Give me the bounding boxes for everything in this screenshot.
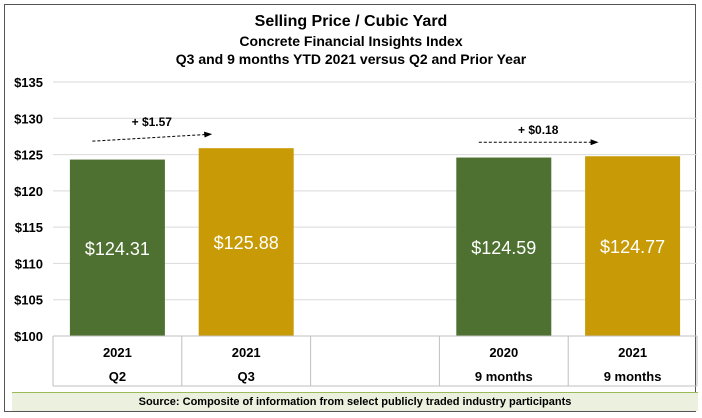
x-category-period: Q2 [109, 369, 126, 384]
bar [585, 156, 681, 336]
annotations: + $1.57 + $0.18 [92, 115, 599, 146]
y-axis: $100 $105 $110 $115 $120 $125 $130 $135 [14, 75, 43, 344]
y-tick-label: $125 [14, 148, 43, 163]
x-category-period: 9 months [604, 369, 662, 384]
bar [198, 148, 294, 336]
bar-series: $124.31 $125.88 $124.59 $124.77 [69, 148, 681, 336]
y-tick-label: $135 [14, 75, 43, 90]
y-tick-label: $120 [14, 184, 43, 199]
x-axis-table: 2021 Q2 2021 Q3 2020 9 months 2021 9 months [52, 335, 698, 387]
x-category-period: 9 months [475, 369, 533, 384]
chart-title: Selling Price / Cubic Yard [254, 13, 448, 30]
data-label: $125.88 [214, 233, 279, 253]
change-label: + $1.57 [132, 115, 173, 129]
x-category-year: 2020 [489, 345, 518, 360]
x-category-year: 2021 [618, 345, 647, 360]
data-label: $124.59 [471, 238, 536, 258]
change-arrow [92, 131, 213, 142]
source-note: Source: Composite of information from se… [12, 392, 698, 411]
change-label: + $0.18 [518, 123, 559, 137]
chart-subtitle: Concrete Financial Insights Index [239, 33, 463, 49]
x-category-year: 2021 [232, 345, 261, 360]
bar [69, 159, 165, 336]
y-tick-label: $105 [14, 293, 43, 308]
y-tick-label: $100 [14, 329, 43, 344]
bar-chart: $100 $105 $110 $115 $120 $125 $130 $135 $124.31… [14, 75, 698, 387]
y-tick-label: $130 [14, 111, 43, 126]
x-category-year: 2021 [103, 345, 132, 360]
data-label: $124.31 [85, 239, 150, 259]
y-tick-label: $110 [15, 256, 43, 271]
bar [456, 157, 552, 336]
data-label: $124.77 [600, 237, 665, 257]
chart-subtitle-2: Q3 and 9 months YTD 2021 versus Q2 and P… [175, 51, 527, 67]
x-category-period: Q3 [238, 369, 255, 384]
y-tick-label: $115 [15, 220, 43, 235]
